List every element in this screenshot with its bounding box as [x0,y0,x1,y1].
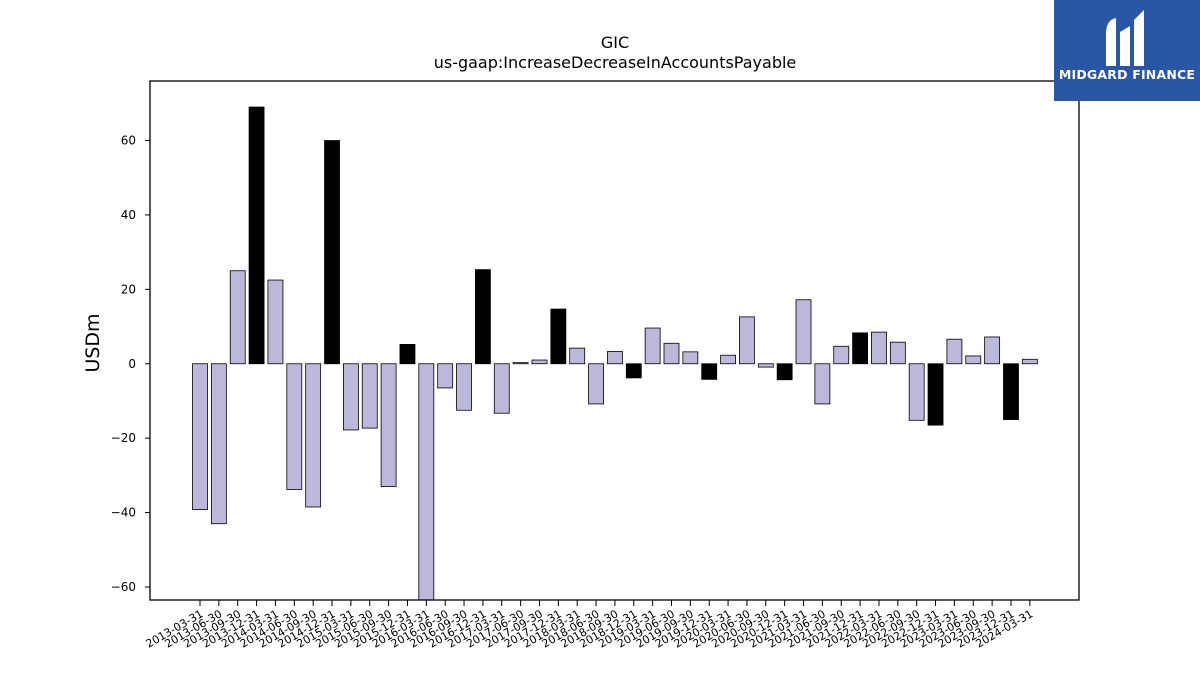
bar-2013-06-30 [210,363,227,525]
bar-2021-12-31 [852,332,868,365]
bar-2023-09-30 [984,336,1001,365]
bar-2013-03-31 [192,363,208,510]
y-tick-label: 20 [121,282,136,296]
bar-2014-06-30 [286,363,303,490]
bar-2015-06-30 [361,363,378,429]
y-axis-label: USDm [82,313,104,372]
bar-2021-06-30 [814,363,831,405]
bar-2024-03-31 [1021,358,1038,365]
bar-2013-09-30 [229,270,246,365]
bars-group [192,106,1038,601]
chart-title: GIC [601,33,629,52]
bar-2019-12-31 [701,363,718,380]
bar-2016-12-31 [474,269,491,365]
bar-2022-09-30 [908,363,925,421]
midgard-logo-icon [1106,10,1144,66]
y-tick-label: 60 [121,134,136,148]
bar-2017-03-31 [493,363,510,414]
bar-2016-09-30 [456,363,472,411]
bar-2018-03-31 [569,347,586,365]
y-axis-ticks: −60 −40 −20 0 20 40 60 [111,134,150,594]
bar-2017-09-30 [531,359,548,365]
bar-2018-12-31 [625,363,642,379]
bar-2018-06-30 [588,363,604,405]
plot-frame [149,80,1080,601]
bar-2015-12-31 [399,344,416,365]
logo-text: MIDGARD FINANCE [1058,67,1196,82]
bar-2015-03-31 [342,363,359,431]
y-tick-label: −20 [111,431,136,445]
bar-2015-09-30 [380,363,397,487]
bar-2017-12-31 [550,308,567,365]
bar-2019-06-30 [663,342,680,365]
bar-2013-12-31 [248,106,265,365]
y-tick-label: −60 [111,580,136,594]
bar-2023-12-31 [1003,363,1019,420]
bar-2018-09-30 [607,351,623,365]
y-tick-label: 40 [121,208,136,222]
bar-2020-09-30 [757,363,774,368]
x-axis-ticks: 2013-03-312013-06-302013-09-302013-12-31… [144,600,1035,651]
bar-2023-03-31 [946,338,963,365]
bar-2020-06-30 [739,316,755,365]
bar-2023-06-30 [965,355,982,365]
y-tick-label: 0 [128,357,136,371]
brand-logo: MIDGARD FINANCE [1054,0,1200,101]
bar-2019-09-30 [682,351,699,365]
bar-2020-12-31 [776,363,793,381]
bar-2019-03-31 [644,327,661,365]
chart-subtitle: us-gaap:IncreaseDecreaseInAccountsPayabl… [434,53,797,72]
bar-2016-06-30 [437,363,454,389]
bar-2014-12-31 [324,140,340,365]
bar-2016-03-31 [418,363,435,601]
bar-2022-12-31 [927,363,944,426]
bar-2014-03-31 [267,279,284,365]
bar-2020-03-31 [720,354,736,365]
bar-2021-09-30 [833,345,850,365]
bar-2021-03-31 [795,299,812,365]
y-tick-label: −40 [111,506,136,520]
bar-2017-06-30 [512,362,529,365]
bar-2022-03-31 [871,331,887,365]
bar-2022-06-30 [889,341,906,365]
bar-2014-09-30 [305,363,322,508]
